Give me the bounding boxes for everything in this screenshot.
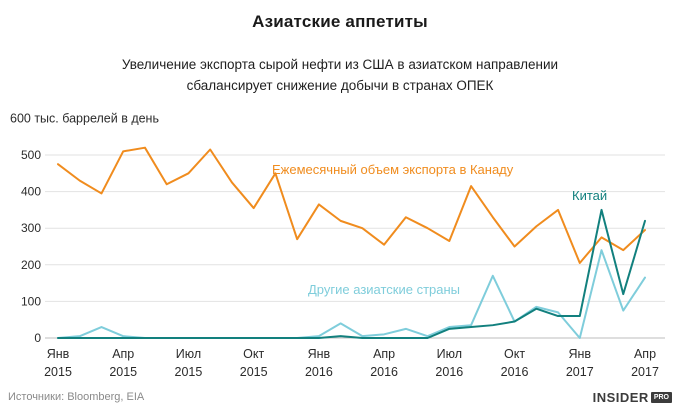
footer: Источники: Bloomberg, EIA INSIDER PRO <box>8 389 672 405</box>
series-label-other-asia: Другие азиатские страны <box>308 282 460 297</box>
series-label-china: Китай <box>572 188 607 203</box>
y-tick-label-400: 400 <box>21 185 41 199</box>
chart-subtitle: Увеличение экспорта сырой нефти из США в… <box>0 54 680 96</box>
insider-logo: INSIDER PRO <box>593 390 672 405</box>
series-line-canada <box>57 146 646 264</box>
x-tick-month-Янв-2015: Янв <box>47 347 70 361</box>
chart-subtitle-line1: Увеличение экспорта сырой нефти из США в… <box>121 57 559 72</box>
x-tick-year-Апр-2015: 2015 <box>109 365 137 379</box>
x-tick-year-Окт-2015: 2015 <box>240 365 268 379</box>
x-tick-year-Янв-2015: 2015 <box>44 365 72 379</box>
line-chart: 0 100 200 300 400 500 600 тыс. баррелей в день… <box>10 111 665 379</box>
y-tick-label-0: 0 <box>34 331 41 345</box>
x-tick-year-Окт-2016: 2016 <box>501 365 529 379</box>
x-tick-month-Апр-2017: Апр <box>634 347 656 361</box>
x-tick-year-Янв-2016: 2016 <box>305 365 333 379</box>
x-tick-year-Янв-2017: 2017 <box>566 365 594 379</box>
y-tick-label-500: 500 <box>21 148 41 162</box>
x-tick-month-Июл-2016: Июл <box>437 347 462 361</box>
chart-subtitle-line2: сбалансирует снижение добычи в странах О… <box>186 78 494 93</box>
x-tick-month-Янв-2016: Янв <box>308 347 331 361</box>
series-label-canada: Ежемесячный объем экспорта в Канаду <box>272 162 514 177</box>
y-axis-unit-label: 600 тыс. баррелей в день <box>10 111 159 125</box>
series-line-china <box>57 208 646 339</box>
y-tick-label-100: 100 <box>21 294 41 308</box>
logo-pro-badge: PRO <box>650 391 672 403</box>
chart-area: 0 100 200 300 400 500 600 тыс. баррелей в день… <box>0 104 680 386</box>
y-tick-label-300: 300 <box>21 221 41 235</box>
y-tick-label-200: 200 <box>21 258 41 272</box>
x-tick-month-Апр-2015: Апр <box>112 347 134 361</box>
x-tick-month-Янв-2017: Янв <box>568 347 591 361</box>
x-tick-month-Апр-2016: Апр <box>373 347 395 361</box>
x-tick-year-Июл-2015: 2015 <box>175 365 203 379</box>
source-text: Источники: Bloomberg, EIA <box>8 391 145 403</box>
chart-title: Азиатские аппетиты <box>252 12 428 31</box>
x-tick-year-Июл-2016: 2016 <box>435 365 463 379</box>
logo-text: INSIDER <box>592 389 649 405</box>
x-tick-month-Окт-2016: Окт <box>504 347 525 361</box>
x-tick-year-Апр-2016: 2016 <box>370 365 398 379</box>
x-tick-month-Окт-2015: Окт <box>243 347 264 361</box>
x-tick-month-Июл-2015: Июл <box>176 347 201 361</box>
x-tick-year-Апр-2017: 2017 <box>631 365 659 379</box>
